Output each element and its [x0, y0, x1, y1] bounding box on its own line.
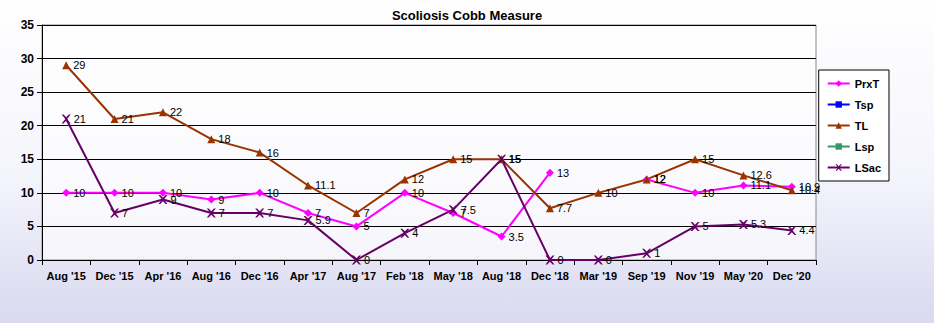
svg-text:10: 10 — [267, 187, 279, 199]
svg-text:9: 9 — [218, 194, 224, 206]
svg-text:12.6: 12.6 — [750, 169, 771, 181]
svg-text:10: 10 — [122, 187, 134, 199]
svg-text:7: 7 — [363, 207, 369, 219]
svg-text:30: 30 — [21, 52, 35, 66]
svg-text:15: 15 — [21, 152, 35, 166]
svg-text:12: 12 — [412, 173, 424, 185]
svg-text:12: 12 — [654, 173, 666, 185]
svg-text:Aug '16: Aug '16 — [192, 270, 231, 282]
svg-text:5: 5 — [703, 220, 709, 232]
svg-text:5.9: 5.9 — [316, 214, 331, 226]
svg-text:PrxT: PrxT — [855, 78, 880, 90]
svg-text:Apr '16: Apr '16 — [145, 270, 182, 282]
svg-text:0: 0 — [606, 254, 612, 266]
svg-text:12: 12 — [654, 173, 666, 185]
svg-text:10.4: 10.4 — [799, 184, 820, 196]
svg-text:16: 16 — [267, 147, 279, 159]
svg-text:Lsp: Lsp — [855, 141, 875, 153]
svg-text:4.4: 4.4 — [799, 224, 814, 236]
svg-text:15: 15 — [702, 153, 714, 165]
svg-text:0: 0 — [27, 253, 34, 267]
svg-text:11.1: 11.1 — [315, 179, 336, 191]
svg-text:15: 15 — [460, 153, 472, 165]
svg-text:15: 15 — [509, 153, 521, 165]
svg-text:21: 21 — [74, 113, 86, 125]
svg-text:Tsp: Tsp — [855, 99, 874, 111]
svg-text:22: 22 — [170, 106, 182, 118]
svg-text:29: 29 — [73, 59, 85, 71]
svg-text:Aug '18: Aug '18 — [482, 270, 521, 282]
svg-text:20: 20 — [21, 119, 35, 133]
svg-text:TL: TL — [855, 120, 869, 132]
svg-text:21: 21 — [122, 113, 134, 125]
svg-text:LSac: LSac — [855, 162, 881, 174]
svg-text:1: 1 — [654, 247, 660, 259]
svg-text:10: 10 — [21, 186, 35, 200]
svg-text:4: 4 — [412, 227, 418, 239]
svg-text:Scoliosis Cobb Measure: Scoliosis Cobb Measure — [392, 8, 542, 23]
svg-text:7: 7 — [315, 207, 322, 219]
svg-text:Aug '15: Aug '15 — [47, 270, 86, 282]
svg-text:May '20: May '20 — [724, 270, 763, 282]
svg-text:Dec '18: Dec '18 — [531, 270, 569, 282]
svg-text:3.5: 3.5 — [509, 231, 524, 243]
svg-text:10: 10 — [605, 187, 617, 199]
svg-text:Dec '20: Dec '20 — [773, 270, 811, 282]
svg-text:7.7: 7.7 — [557, 202, 572, 214]
svg-text:5: 5 — [27, 219, 34, 233]
svg-text:Feb '18: Feb '18 — [386, 270, 423, 282]
svg-text:10: 10 — [412, 187, 424, 199]
svg-text:35: 35 — [21, 18, 35, 32]
svg-text:10: 10 — [73, 187, 85, 199]
svg-text:7.5: 7.5 — [461, 204, 476, 216]
svg-text:Aug '17: Aug '17 — [337, 270, 376, 282]
svg-text:May '18: May '18 — [434, 270, 473, 282]
svg-text:11.1: 11.1 — [750, 179, 771, 192]
svg-text:Dec '15: Dec '15 — [96, 270, 134, 282]
svg-text:7: 7 — [267, 207, 273, 219]
svg-text:25: 25 — [21, 85, 35, 99]
svg-text:9: 9 — [170, 194, 176, 206]
svg-text:7: 7 — [122, 207, 128, 219]
svg-text:0: 0 — [364, 254, 370, 266]
svg-text:13: 13 — [557, 167, 569, 179]
svg-text:15: 15 — [509, 153, 521, 165]
svg-text:18: 18 — [218, 133, 230, 145]
svg-text:7: 7 — [219, 207, 225, 219]
svg-text:0: 0 — [557, 254, 563, 266]
svg-text:5.3: 5.3 — [751, 218, 766, 230]
svg-text:Nov '19: Nov '19 — [676, 270, 715, 282]
svg-text:Apr '17: Apr '17 — [290, 270, 327, 282]
svg-text:5: 5 — [363, 220, 369, 232]
svg-text:Mar '19: Mar '19 — [580, 270, 617, 282]
svg-text:Dec '16: Dec '16 — [241, 270, 279, 282]
svg-text:Sep '19: Sep '19 — [628, 270, 666, 282]
svg-text:10: 10 — [702, 187, 714, 199]
